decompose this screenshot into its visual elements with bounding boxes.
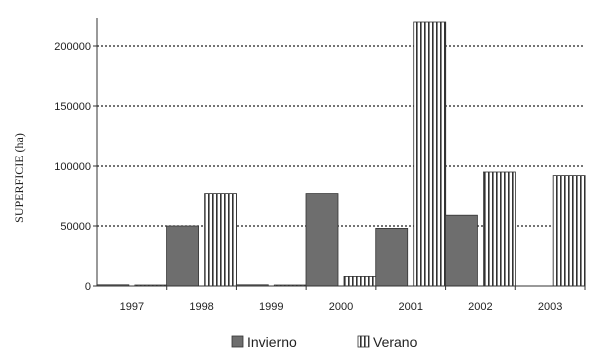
bar-invierno-2000 bbox=[305, 193, 339, 287]
bar-verano-2001 bbox=[413, 21, 447, 287]
y-axis-label: SUPERFICIE (ha) bbox=[12, 133, 26, 223]
x-tick-label: 1998 bbox=[189, 301, 213, 313]
y-tick-label: 200000 bbox=[54, 41, 91, 53]
y-tick-label: 100000 bbox=[54, 161, 91, 173]
bar-verano-2000 bbox=[343, 275, 377, 287]
bar-verano-2003 bbox=[552, 175, 586, 287]
x-tick-label: 2000 bbox=[329, 301, 353, 313]
legend-swatch-invierno bbox=[231, 335, 244, 348]
axes bbox=[96, 18, 585, 287]
x-tick-label: 2003 bbox=[538, 301, 562, 313]
y-tick-label: 50000 bbox=[60, 221, 91, 233]
bar-verano-2002 bbox=[483, 171, 516, 287]
y-tick-label: 0 bbox=[85, 281, 91, 293]
bar-invierno-2001 bbox=[375, 227, 409, 287]
x-tick-label: 1999 bbox=[259, 301, 283, 313]
y-tick-labels: 0 50000 100000 150000 200000 bbox=[54, 41, 97, 293]
bars bbox=[96, 21, 586, 287]
y-tick-label: 150000 bbox=[54, 101, 91, 113]
x-tick-label: 1997 bbox=[120, 301, 144, 313]
legend: Invierno Verano bbox=[231, 334, 418, 350]
bar-invierno-2002 bbox=[445, 214, 478, 287]
x-tick-labels: 1997 1998 1999 2000 2001 2002 2003 bbox=[120, 286, 586, 313]
legend-label-verano: Verano bbox=[373, 334, 418, 350]
legend-swatch-verano bbox=[357, 335, 370, 348]
bar-verano-1998 bbox=[204, 193, 237, 287]
x-tick-label: 2002 bbox=[468, 301, 492, 313]
x-tick-label: 2001 bbox=[398, 301, 422, 313]
legend-label-invierno: Invierno bbox=[247, 334, 297, 350]
bar-invierno-1998 bbox=[166, 225, 199, 287]
